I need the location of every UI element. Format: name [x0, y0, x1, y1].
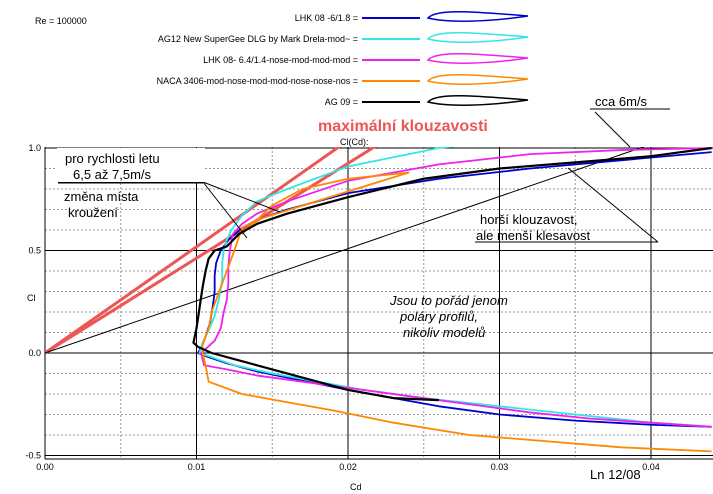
- legend-airfoil-outline: [426, 53, 529, 64]
- speed-label-line1: pro rychlosti letu: [65, 151, 160, 166]
- legend-airfoil-outline: [426, 32, 529, 43]
- polar-curves: [192, 147, 712, 453]
- circling-label-line2: kroužení: [68, 205, 118, 220]
- series-line: [198, 147, 712, 428]
- reynolds-number-label: Re = 100000: [35, 16, 87, 26]
- legend-label: AG12 New SuperGee DLG by Mark Drela-mod~…: [158, 34, 358, 44]
- legend-label: LHK 08 -6/1.8 =: [295, 13, 358, 23]
- speed-label-line2: 6,5 až 7,5m/s: [73, 167, 152, 182]
- legend-airfoil-outline: [426, 95, 529, 106]
- x-tick-label: 0.03: [491, 462, 509, 472]
- note-line3: nikoliv modelů: [403, 325, 485, 340]
- y-tick-label: 0.0: [28, 348, 41, 358]
- x-tick-label: 0.00: [36, 462, 54, 472]
- x-tick-label: 0.01: [188, 462, 206, 472]
- x-axis-label: Cd: [350, 482, 362, 492]
- chart-title: Cl(Cd):: [340, 137, 369, 147]
- circling-label-line1: změna místa: [64, 189, 139, 204]
- legend-label: NACA 3406-mod-nose-mod-mod-nose-nose-nos…: [157, 76, 358, 86]
- note-line1: Jsou to pořád jenom: [389, 293, 508, 308]
- x-tick-label: 0.04: [642, 462, 660, 472]
- speed-cca-label: cca 6m/s: [595, 94, 648, 109]
- speed-label-background: [57, 148, 205, 182]
- legend-airfoil-outline: [426, 74, 529, 85]
- tick-labels: 0.00 0.01 0.02 0.03 0.04 1.0 0.5 0.0 -0.5: [25, 143, 659, 472]
- tangent-line: [45, 147, 342, 355]
- y-tick-label: 0.5: [28, 246, 41, 256]
- legend: LHK 08 -6/1.8 = AG12 New SuperGee DLG by …: [157, 11, 529, 107]
- max-glide-ratio-label: maximální klouzavosti: [318, 118, 488, 135]
- worse-pointer: [567, 167, 659, 243]
- note-line2: poláry profilů,: [399, 309, 478, 324]
- grid: [44, 147, 713, 460]
- x-tick-label: 0.02: [339, 462, 357, 472]
- cca-pointer: [594, 111, 631, 148]
- y-tick-label: 1.0: [28, 143, 41, 153]
- speed-pointer-2: [202, 181, 248, 239]
- legend-label: AG 09 =: [325, 97, 358, 107]
- series-line: [192, 147, 712, 402]
- worse-glide-label-line1: horší klouzavost,: [480, 212, 578, 227]
- worse-glide-label-line2: ale menší klesavost: [476, 228, 591, 243]
- y-axis-label: Cl: [27, 293, 36, 303]
- legend-label: LHK 08- 6.4/1.4-nose-mod-mod-mod =: [203, 55, 358, 65]
- legend-airfoil-outline: [426, 11, 529, 22]
- y-tick-label: -0.5: [25, 451, 41, 461]
- author-signature: Ln 12/08: [590, 467, 641, 482]
- series-line: [201, 171, 712, 453]
- speed-pointer-1: [202, 181, 281, 213]
